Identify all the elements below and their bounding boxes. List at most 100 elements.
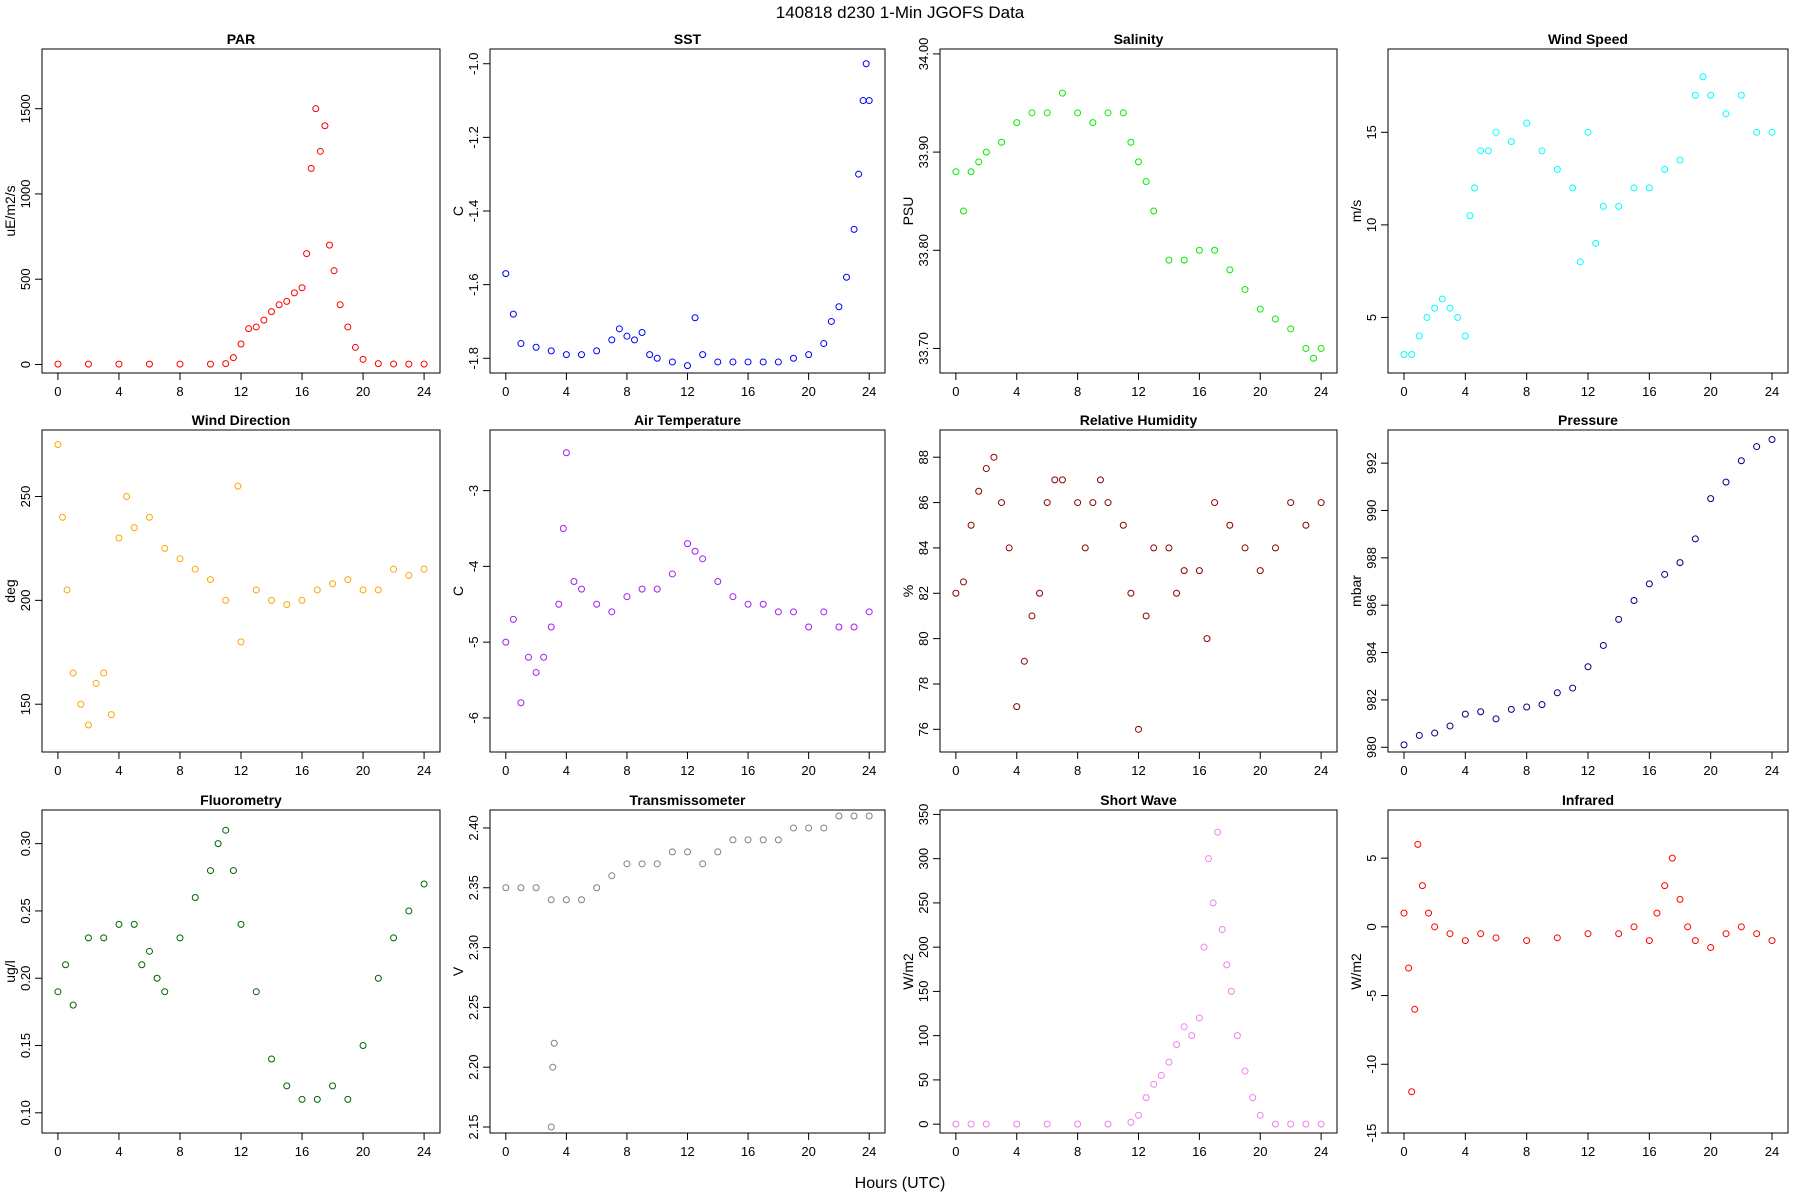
- wind-direction-y-axis-label: deg: [2, 579, 18, 602]
- wind-speed-data-point: [1507, 138, 1515, 146]
- fluorometry-plot-frame: [41, 809, 441, 1134]
- sst-data-point: [691, 314, 699, 322]
- par-x-tick-label: 8: [176, 384, 183, 399]
- relative-humidity-data-point: [1036, 589, 1044, 597]
- air-temperature-data-point: [502, 638, 510, 646]
- relative-humidity-x-tick-label: 8: [1074, 763, 1081, 778]
- air-temperature-x-tick-label: 0: [502, 763, 509, 778]
- pressure-data-point: [1676, 559, 1684, 567]
- wind-direction-data-point: [58, 513, 66, 521]
- short-wave-y-tick-label: 350: [916, 804, 931, 826]
- transmissometer-data-point: [547, 1123, 555, 1131]
- transmissometer-data-point: [593, 884, 601, 892]
- salinity-data-point: [1043, 109, 1051, 117]
- par-x-tick-label: 16: [295, 384, 309, 399]
- salinity-data-point: [1211, 246, 1219, 254]
- pressure-x-tick-label: 8: [1523, 763, 1530, 778]
- wind-speed-data-point: [1707, 91, 1715, 99]
- transmissometer-y-tick-label: 2.40: [466, 815, 481, 840]
- pressure-plot-frame: [1387, 429, 1789, 753]
- salinity-data-point: [1074, 109, 1082, 117]
- fluorometry-data-point: [359, 1042, 367, 1050]
- air-temperature-y-tick-label: -5: [466, 636, 481, 648]
- par-data-point: [84, 360, 92, 368]
- infrared-panel: Infrared 0 4 8 12 16 20 24 -15 -10 -5 0 5 W/m2: [1348, 792, 1789, 1159]
- relative-humidity-data-point: [959, 578, 967, 586]
- short-wave-data-point: [1127, 1118, 1135, 1126]
- par-y-axis-label: uE/m2/s: [2, 185, 18, 236]
- wind-speed-data-point: [1461, 332, 1469, 340]
- wind-speed-data-point: [1415, 332, 1423, 340]
- short-wave-data-point: [952, 1120, 960, 1128]
- par-data-point: [229, 354, 237, 362]
- salinity-x-tick-label: 8: [1074, 384, 1081, 399]
- infrared-data-point: [1630, 923, 1638, 931]
- wind-speed-data-point: [1477, 147, 1485, 155]
- salinity-data-point: [1226, 266, 1234, 274]
- air-temperature-data-point: [699, 555, 707, 563]
- transmissometer-data-point: [835, 812, 843, 820]
- pressure-data-point: [1737, 457, 1745, 465]
- wind-speed-data-point: [1471, 184, 1479, 192]
- relative-humidity-panel: Relative Humidity 0 4 8 12 16 20 24 76 78 80 82 84 86…: [900, 412, 1338, 778]
- relative-humidity-data-point: [1013, 703, 1021, 711]
- fluorometry-y-tick-label: 0.20: [18, 966, 33, 991]
- transmissometer-x-tick-label: 16: [741, 1144, 755, 1159]
- infrared-y-tick-label: 0: [1364, 923, 1379, 930]
- pressure-y-axis-label: mbar: [1348, 575, 1364, 607]
- salinity-data-point: [1058, 89, 1066, 97]
- fluorometry-y-tick-label: 0.10: [18, 1100, 33, 1125]
- short-wave-panel: Short Wave 0 4 8 12 16 20 24 0 50 100 150 200 250 300 3…: [900, 792, 1338, 1159]
- wind-speed-data-point: [1454, 313, 1462, 321]
- fluorometry-y-tick-label: 0.15: [18, 1033, 33, 1058]
- salinity-y-tick-label: 33.90: [916, 136, 931, 169]
- relative-humidity-data-point: [952, 589, 960, 597]
- pressure-data-point: [1691, 535, 1699, 543]
- relative-humidity-y-tick-label: 78: [916, 677, 931, 691]
- salinity-y-tick-label: 33.70: [916, 332, 931, 365]
- infrared-data-point: [1668, 854, 1676, 862]
- wind-speed-x-tick-label: 20: [1703, 384, 1717, 399]
- relative-humidity-data-point: [967, 521, 975, 529]
- air-temperature-data-point: [865, 608, 873, 616]
- wind-direction-data-point: [84, 721, 92, 729]
- wind-speed-data-point: [1423, 313, 1431, 321]
- wind-direction-data-point: [405, 571, 413, 579]
- fluorometry-data-point: [153, 974, 161, 982]
- pressure-data-point: [1707, 495, 1715, 503]
- infrared-data-point: [1477, 930, 1485, 938]
- sst-data-point: [842, 273, 850, 281]
- infrared-data-point: [1707, 943, 1715, 951]
- sst-x-tick-label: 20: [801, 384, 815, 399]
- short-wave-data-point: [1043, 1120, 1051, 1128]
- short-wave-data-point: [967, 1120, 975, 1128]
- short-wave-y-tick-label: 50: [916, 1073, 931, 1087]
- air-temperature-data-point: [759, 600, 767, 608]
- sst-data-point: [623, 332, 631, 340]
- air-temperature-data-point: [835, 623, 843, 631]
- transmissometer-data-point: [684, 848, 691, 856]
- fluorometry-data-point: [138, 961, 146, 969]
- salinity-data-point: [1028, 109, 1036, 117]
- relative-humidity-x-tick-label: 12: [1131, 763, 1145, 778]
- relative-humidity-data-point: [1028, 612, 1036, 620]
- relative-humidity-data-point: [998, 499, 1006, 507]
- air-temperature-data-point: [774, 608, 782, 616]
- infrared-y-tick-label: 5: [1364, 854, 1379, 861]
- fluorometry-x-tick-label: 20: [356, 1144, 370, 1159]
- salinity-data-point: [1089, 119, 1097, 127]
- air-temperature-data-point: [744, 600, 752, 608]
- wind-speed-data-point: [1691, 91, 1699, 99]
- transmissometer-data-point: [668, 848, 676, 856]
- par-data-point: [260, 316, 268, 324]
- relative-humidity-data-point: [1226, 521, 1234, 529]
- air-temperature-data-point: [653, 585, 661, 593]
- relative-humidity-data-point: [1317, 499, 1325, 507]
- transmissometer-data-point: [517, 884, 525, 892]
- relative-humidity-x-tick-label: 0: [952, 763, 959, 778]
- wind-direction-data-point: [176, 555, 184, 563]
- pressure-data-point: [1507, 705, 1515, 713]
- wind-speed-x-tick-label: 24: [1765, 384, 1779, 399]
- wind-speed-data-point: [1584, 128, 1592, 136]
- sst-data-point: [820, 340, 828, 348]
